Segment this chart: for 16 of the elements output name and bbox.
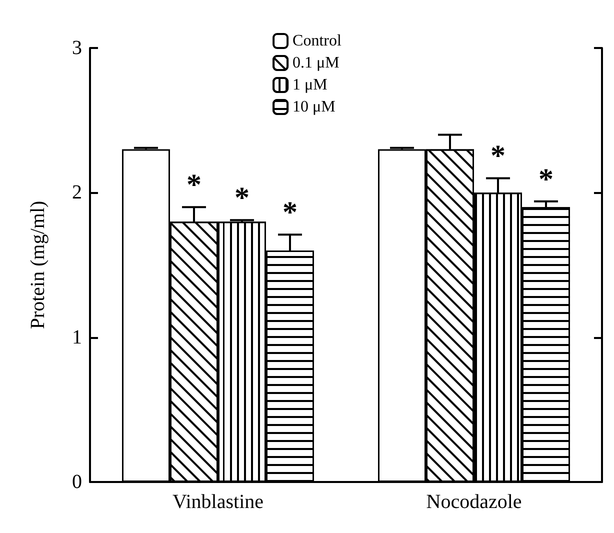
data-label: *	[538, 162, 554, 196]
y-tick-label: 3	[72, 37, 82, 59]
y-axis-title: Protein (mg/ml)	[27, 200, 49, 330]
data-label: *	[490, 140, 506, 173]
data-label: *	[186, 168, 202, 202]
y-tick-label: 2	[72, 182, 82, 204]
data-label: *	[234, 182, 250, 215]
legend-label: 10 μM	[292, 98, 336, 116]
x-tick-label: Vinblastine	[172, 491, 264, 513]
y-tick-label: 1	[72, 326, 82, 348]
legend-label: 0.1 μM	[292, 54, 340, 72]
legend-label: Control	[292, 32, 342, 50]
x-tick-label: Nocodazole	[426, 491, 522, 513]
data-label: *	[282, 196, 298, 230]
y-tick-label: 0	[72, 471, 82, 493]
legend-label: 1 μM	[292, 76, 328, 94]
